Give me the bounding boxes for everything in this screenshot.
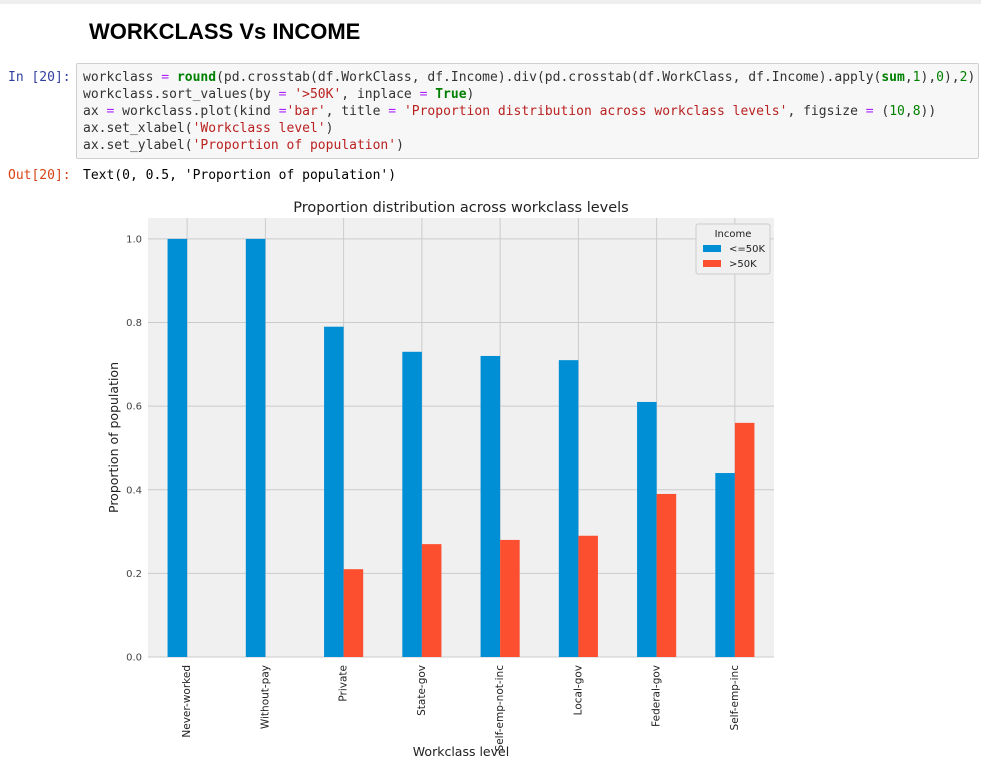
bar [480, 355, 501, 657]
x-tick-label: Self-emp-not-inc [494, 665, 506, 752]
code-line: ax.set_ylabel('Proportion of population'… [83, 138, 404, 153]
notebook-top-edge [0, 0, 981, 4]
bar [324, 326, 344, 657]
plot-background [148, 218, 774, 657]
bar [343, 569, 364, 657]
bar [578, 535, 598, 657]
code-line: ax.set_xlabel('Workclass level') [83, 121, 334, 136]
bar-chart-output: 0.0 0.2 0.4 0.6 0.8 1.0 Never-worked Without-pa… [100, 196, 790, 766]
bar [715, 473, 735, 657]
markdown-heading: WORKCLASS Vs INCOME [89, 19, 361, 44]
bar-chart: 0.0 0.2 0.4 0.6 0.8 1.0 Never-worked Without-pa… [106, 200, 774, 759]
y-tick-label: 0.0 [126, 653, 142, 664]
legend-swatch [703, 260, 721, 267]
output-text: Text(0, 0.5, 'Proportion of population') [83, 168, 397, 183]
bar [734, 422, 755, 657]
input-prompt: In [20]: [8, 70, 71, 85]
x-tick-label: Private [338, 665, 350, 702]
legend-label: >50K [729, 259, 757, 270]
legend-title: Income [715, 229, 752, 240]
chart-title: Proportion distribution across workclass… [293, 200, 628, 216]
x-tick-label: Never-worked [181, 665, 193, 738]
code-line: workclass.sort_values(by = '>50K', inpla… [83, 87, 475, 102]
y-axis-label: Proportion of population [106, 362, 121, 513]
bar [558, 360, 579, 657]
y-tick-label: 0.2 [126, 569, 142, 580]
x-tick-label: State-gov [416, 665, 428, 716]
code-line: workclass = round(pd.crosstab(df.WorkCla… [83, 70, 976, 85]
bar [421, 544, 442, 657]
bar [245, 238, 266, 657]
x-tick-label: Local-gov [572, 665, 584, 715]
legend-label: <=50K [729, 244, 765, 255]
y-tick-label: 0.8 [126, 318, 142, 329]
y-tick-label: 0.6 [126, 402, 142, 413]
legend-swatch [703, 245, 721, 252]
x-axis-label: Workclass level [413, 744, 509, 759]
bar [402, 351, 422, 657]
bar [167, 238, 188, 657]
output-prompt: Out[20]: [8, 168, 71, 183]
bar [500, 539, 520, 657]
y-tick-label: 0.4 [126, 485, 142, 496]
code-cell-input[interactable]: workclass = round(pd.crosstab(df.WorkCla… [76, 63, 979, 159]
y-tick-label: 1.0 [126, 234, 142, 245]
bar [656, 493, 677, 657]
x-tick-label: Without-pay [259, 665, 271, 729]
bar [637, 401, 657, 657]
x-tick-label: Self-emp-inc [729, 665, 741, 731]
code-line: ax = workclass.plot(kind ='bar', title =… [83, 104, 937, 119]
x-tick-label: Federal-gov [651, 665, 663, 727]
